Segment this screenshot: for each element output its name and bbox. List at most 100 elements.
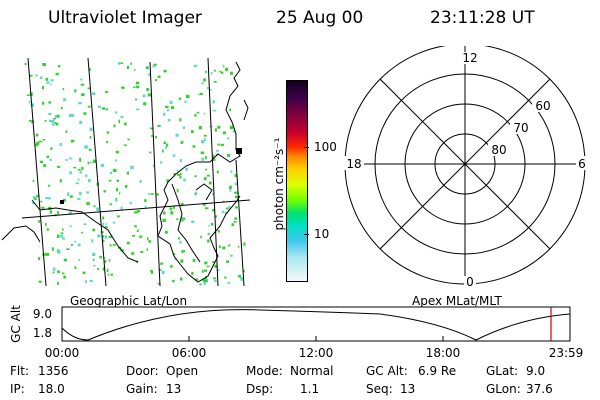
uv-pixel xyxy=(207,233,211,235)
uv-pixel xyxy=(52,271,55,274)
mode-label: Mode: xyxy=(246,364,283,378)
uv-pixel xyxy=(152,164,155,167)
uv-pixel xyxy=(235,206,238,209)
colorbar-tick-label: 100 xyxy=(314,140,337,154)
uv-pixel xyxy=(105,223,108,225)
glat-value: 9.0 xyxy=(526,364,546,378)
uv-pixel xyxy=(203,78,206,82)
uv-pixel xyxy=(222,64,225,68)
uv-pixel xyxy=(36,141,40,145)
uv-pixel xyxy=(176,189,179,193)
uv-pixel xyxy=(210,72,213,75)
uv-pixel xyxy=(89,279,93,282)
uv-pixel xyxy=(85,280,87,283)
uv-pixel xyxy=(88,67,91,71)
uv-pixel xyxy=(102,222,105,226)
uv-pixel xyxy=(209,89,212,91)
uv-pixel xyxy=(136,85,140,89)
uv-pixel xyxy=(57,250,61,254)
uv-pixel xyxy=(169,207,173,211)
uv-pixel xyxy=(229,125,234,130)
dsp-label: Dsp: xyxy=(246,382,274,396)
uv-pixel xyxy=(217,125,221,129)
altitude-trace xyxy=(61,309,571,341)
uv-pixel xyxy=(66,248,70,250)
uv-pixel xyxy=(201,82,204,85)
uv-pixel xyxy=(42,139,46,141)
uv-pixel xyxy=(219,71,222,73)
colorbar xyxy=(286,80,308,282)
uv-pixel xyxy=(204,261,208,265)
uv-pixel xyxy=(87,161,90,165)
uv-pixel xyxy=(180,277,183,281)
uv-pixel xyxy=(116,215,120,218)
uv-pixel xyxy=(152,65,156,68)
uv-pixel xyxy=(50,79,54,82)
uv-pixel xyxy=(212,158,216,161)
uv-pixel xyxy=(42,86,44,90)
uv-pixel xyxy=(232,130,236,133)
uv-pixel xyxy=(69,225,72,228)
uv-pixel xyxy=(45,197,49,200)
uv-pixel xyxy=(177,173,181,176)
uv-pixel xyxy=(194,175,197,178)
uv-pixel xyxy=(234,174,237,177)
uv-pixel xyxy=(200,151,205,155)
uv-pixel xyxy=(130,165,134,170)
uv-pixel xyxy=(92,252,96,256)
uv-pixel xyxy=(88,148,92,151)
uv-pixel xyxy=(170,264,173,268)
uv-pixel xyxy=(184,100,187,104)
uv-pixel xyxy=(105,108,109,111)
uv-pixel xyxy=(173,173,176,175)
uv-pixel xyxy=(120,62,124,64)
uv-pixel xyxy=(74,89,77,93)
uv-pixel xyxy=(162,218,166,222)
coast-islands xyxy=(60,148,242,204)
uv-pixel xyxy=(77,178,80,181)
mode-value: Normal xyxy=(290,364,334,378)
uv-pixel xyxy=(71,114,74,117)
uv-pixel xyxy=(151,135,154,137)
flt-value: 1356 xyxy=(38,364,69,378)
uv-pixel xyxy=(139,235,143,238)
uv-pixel xyxy=(214,69,216,72)
uv-pixel xyxy=(67,192,70,196)
uv-pixel xyxy=(89,161,93,164)
uv-pixel xyxy=(191,220,195,224)
uv-pixel xyxy=(133,69,136,71)
uv-pixel xyxy=(173,253,176,255)
uv-pixel xyxy=(106,268,109,272)
uv-pixel xyxy=(226,260,230,263)
uv-pixel xyxy=(208,181,212,185)
uv-pixel xyxy=(50,83,52,86)
uv-pixel xyxy=(214,279,217,282)
uv-pixel xyxy=(201,157,204,161)
uv-pixel xyxy=(45,77,49,81)
uv-pixel xyxy=(180,172,182,175)
uv-pixel xyxy=(63,98,66,102)
uv-pixel xyxy=(73,166,77,169)
uv-pixel xyxy=(129,201,132,205)
uv-pixel xyxy=(38,280,42,283)
uv-pixel xyxy=(65,130,68,133)
uv-pixel xyxy=(92,258,95,261)
uv-pixel xyxy=(143,102,147,106)
uv-pixel xyxy=(204,279,208,283)
uv-pixel xyxy=(225,67,228,71)
alt-tick-9: 9.0 xyxy=(33,307,52,321)
uv-pixel xyxy=(157,75,161,78)
uv-pixel xyxy=(70,139,75,143)
longitude-lines xyxy=(27,57,245,287)
uv-pixel xyxy=(154,79,158,82)
uv-pixel xyxy=(157,282,161,285)
uv-pixel xyxy=(101,239,105,243)
uv-pixel xyxy=(224,276,227,279)
uv-pixel xyxy=(77,243,81,247)
uv-pixel xyxy=(85,174,88,177)
uv-pixel xyxy=(182,126,186,129)
uv-pixel xyxy=(81,166,84,171)
lat-label-70: 70 xyxy=(513,121,528,135)
uv-pixel xyxy=(130,62,133,65)
uv-pixel xyxy=(172,154,176,157)
